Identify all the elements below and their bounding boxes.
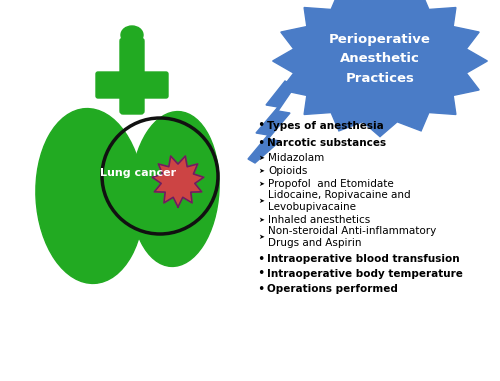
Text: ➤: ➤ xyxy=(258,168,264,174)
Ellipse shape xyxy=(121,26,143,44)
Polygon shape xyxy=(152,156,204,207)
Text: Lung cancer: Lung cancer xyxy=(100,168,176,178)
Text: ➤: ➤ xyxy=(258,234,264,240)
Text: •: • xyxy=(257,136,264,149)
Ellipse shape xyxy=(131,112,219,266)
FancyBboxPatch shape xyxy=(120,38,144,114)
Text: Intraoperative body temperature: Intraoperative body temperature xyxy=(267,269,463,279)
Text: Opioids: Opioids xyxy=(268,166,308,176)
Text: Lidocaine, Ropivacaine and
Levobupivacaine: Lidocaine, Ropivacaine and Levobupivacai… xyxy=(268,190,410,212)
Text: Inhaled anesthetics: Inhaled anesthetics xyxy=(268,215,370,225)
FancyBboxPatch shape xyxy=(96,72,168,98)
Text: ➤: ➤ xyxy=(258,198,264,204)
Text: Midazolam: Midazolam xyxy=(268,153,324,163)
Text: •: • xyxy=(257,282,264,296)
Text: Intraoperative blood transfusion: Intraoperative blood transfusion xyxy=(267,254,460,264)
Polygon shape xyxy=(248,81,295,163)
Text: Narcotic substances: Narcotic substances xyxy=(267,138,386,148)
Text: ➤: ➤ xyxy=(258,217,264,223)
Text: •: • xyxy=(257,120,264,133)
Text: •: • xyxy=(257,267,264,280)
Text: ➤: ➤ xyxy=(258,181,264,187)
Text: •: • xyxy=(257,253,264,266)
Text: Perioperative
Anesthetic
Practices: Perioperative Anesthetic Practices xyxy=(329,34,431,85)
Text: Non-steroidal Anti-inflammatory
Drugs and Aspirin: Non-steroidal Anti-inflammatory Drugs an… xyxy=(268,226,436,248)
Polygon shape xyxy=(272,0,488,137)
Ellipse shape xyxy=(36,109,144,283)
Text: Propofol  and Etomidate: Propofol and Etomidate xyxy=(268,179,394,189)
Text: Types of anesthesia: Types of anesthesia xyxy=(267,121,384,131)
Text: Operations performed: Operations performed xyxy=(267,284,398,294)
Text: ➤: ➤ xyxy=(258,155,264,161)
